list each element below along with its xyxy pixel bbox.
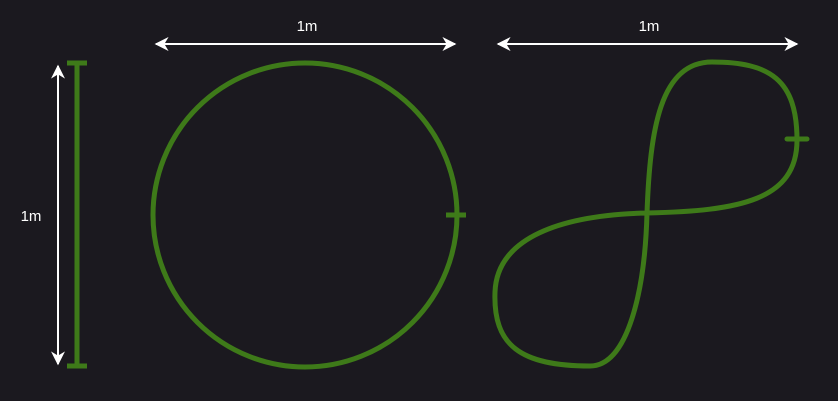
vertical-dimension-label: 1m	[21, 208, 42, 225]
figure-eight-shape	[492, 59, 810, 369]
circle-shape	[150, 60, 466, 370]
figure-eight-dimension-label: 1m	[639, 18, 660, 35]
circle-dimension-label: 1m	[297, 18, 318, 35]
straight-line-shape	[67, 60, 87, 369]
